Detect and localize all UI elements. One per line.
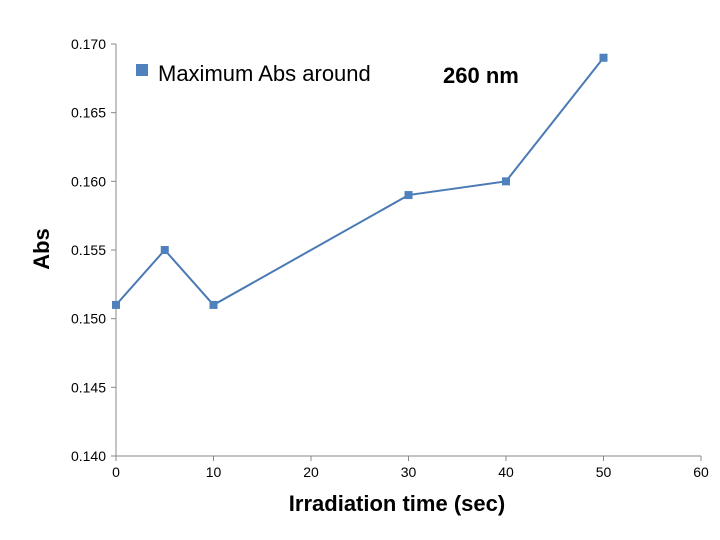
data-point xyxy=(209,300,218,309)
y-tick-label: 0.165 xyxy=(71,105,106,121)
axes xyxy=(111,43,702,461)
x-axis-title: Irradiation time (sec) xyxy=(289,491,505,516)
x-tick-label: 50 xyxy=(596,464,612,480)
data-point xyxy=(502,177,510,186)
y-tick-label: 0.160 xyxy=(71,173,106,189)
legend-label: Maximum Abs around xyxy=(158,61,371,86)
data-point xyxy=(404,191,413,200)
y-tick-label: 0.145 xyxy=(71,379,106,395)
legend: Maximum Abs around xyxy=(136,61,371,86)
x-tick-label: 40 xyxy=(498,464,514,480)
series-line xyxy=(115,57,605,307)
y-tick-labels: 0.140 0.145 0.150 0.155 0.160 0.165 0.170 xyxy=(71,36,106,464)
x-tick-label: 60 xyxy=(693,464,709,480)
x-tick-labels: 0 10 20 30 40 50 60 xyxy=(112,464,709,480)
y-axis-title: Abs xyxy=(29,228,54,270)
y-tick-label: 0.150 xyxy=(71,311,106,327)
y-tick-label: 0.155 xyxy=(71,242,106,258)
y-tick-label: 0.140 xyxy=(71,448,106,464)
legend-marker xyxy=(136,64,148,76)
x-tick-label: 0 xyxy=(112,464,120,480)
x-tick-label: 30 xyxy=(401,464,417,480)
x-tick-label: 10 xyxy=(206,464,222,480)
x-tick-label: 20 xyxy=(303,464,319,480)
data-point xyxy=(112,300,120,309)
y-tick-label: 0.170 xyxy=(71,36,106,52)
data-point xyxy=(599,53,608,62)
chart-annotation: 260 nm xyxy=(443,63,519,88)
data-point xyxy=(160,246,169,254)
series-group xyxy=(112,53,608,309)
